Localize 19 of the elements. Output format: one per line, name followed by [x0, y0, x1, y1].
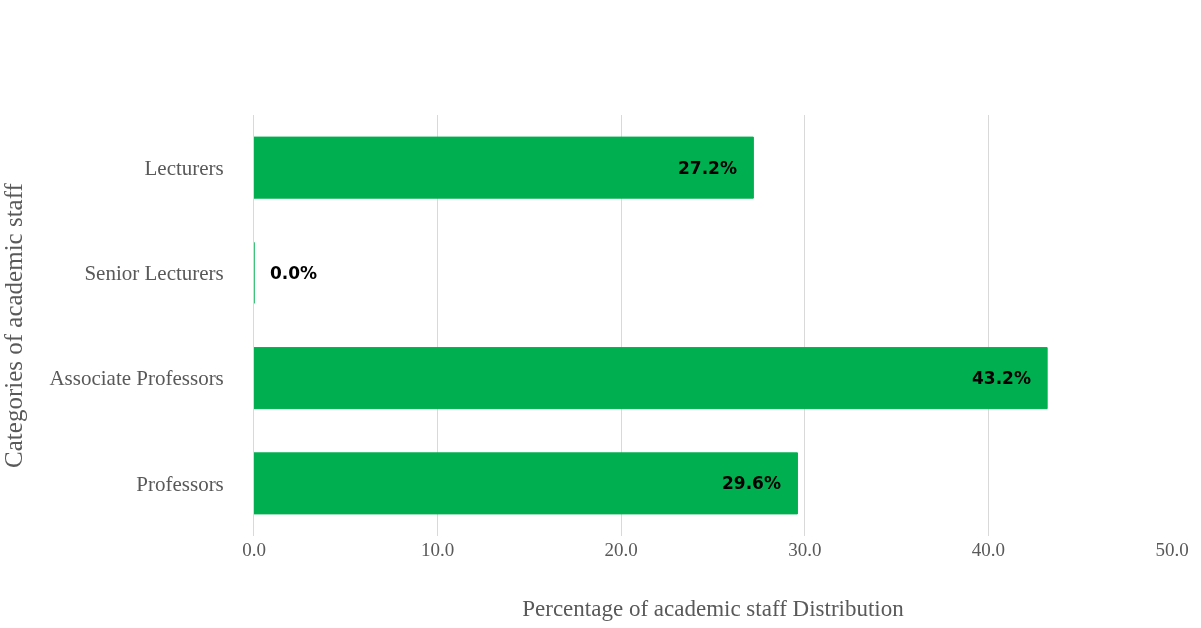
data-label: 43.2% — [972, 368, 1031, 388]
x-tick-label: 20.0 — [604, 539, 638, 560]
x-tick-label: 10.0 — [420, 539, 455, 560]
y-tick-label: Lecturers — [144, 155, 224, 180]
x-tick-label: 30.0 — [788, 539, 822, 560]
x-axis-title: Percentage of academic staff Distribution — [522, 595, 905, 621]
x-tick-label: 40.0 — [971, 539, 1006, 560]
y-axis-title: Categories of academic staff — [0, 182, 27, 468]
x-tick-label: 50.0 — [1155, 539, 1189, 560]
data-label: 29.6% — [722, 473, 781, 493]
data-label: 0.0% — [270, 263, 318, 283]
x-tick-label: 0.0 — [242, 539, 266, 560]
y-tick-label: Professors — [136, 471, 224, 496]
y-tick-label: Senior Lecturers — [84, 261, 224, 286]
bar — [254, 136, 754, 199]
y-tick-label: Associate Professors — [49, 366, 224, 391]
data-label: 27.2% — [678, 158, 737, 178]
bar — [254, 347, 1048, 410]
bar — [254, 452, 798, 515]
